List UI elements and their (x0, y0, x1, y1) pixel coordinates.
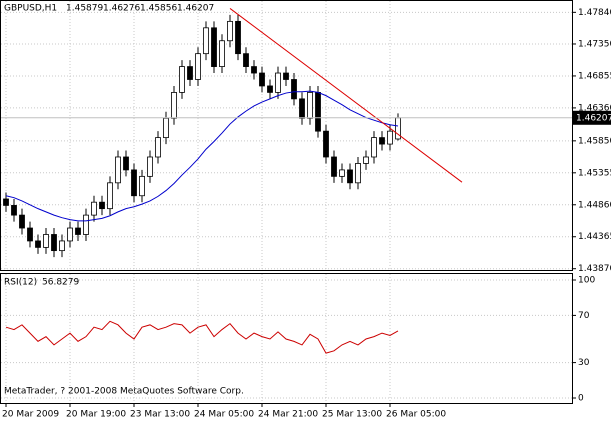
candle-body (235, 20, 241, 55)
candle-body (299, 98, 305, 119)
current-price-box (573, 110, 611, 125)
candle-body (163, 117, 169, 139)
candle-body (75, 227, 81, 235)
candle-body (355, 163, 361, 184)
candle-body (91, 201, 97, 216)
x-tick-label: 24 Mar 05:00 (194, 410, 254, 420)
y-tick-label: 0 (578, 394, 584, 404)
candle-body (27, 227, 33, 242)
candle-body (179, 66, 185, 93)
candle-body (251, 66, 257, 74)
y-tick-label: 30 (578, 358, 590, 368)
candle-body (203, 27, 209, 55)
candle-body (259, 72, 265, 87)
candle-body (219, 40, 225, 67)
current-price-label: 1.46207 (576, 113, 611, 123)
y-tick-label: 100 (578, 276, 595, 286)
candle-body (123, 156, 129, 171)
ohlc-low: 1.45856 (140, 4, 177, 14)
candle-body (323, 130, 329, 158)
x-tick-label: 20 Mar 2009 (2, 410, 59, 420)
ohlc-high: 1.46276 (103, 4, 140, 14)
candle-body (107, 182, 113, 210)
y-tick-label: 1.47840 (578, 8, 611, 18)
candle-body (67, 227, 73, 242)
y-tick-label: 1.45850 (578, 136, 611, 146)
candle-body (363, 156, 369, 164)
y-tick-label: 1.46855 (578, 71, 611, 81)
candle-body (115, 156, 121, 184)
candle-body (387, 130, 393, 145)
y-tick-label: 1.46360 (578, 103, 611, 113)
candle-body (35, 240, 41, 248)
candle-body (275, 72, 281, 93)
x-tick-label: 20 Mar 19:00 (66, 410, 126, 420)
candle-body (11, 205, 17, 216)
price-panel (0, 0, 573, 271)
candle-body (211, 27, 217, 67)
candle-body (243, 53, 249, 67)
x-tick-label: 26 Mar 05:00 (386, 410, 446, 420)
candle-body (347, 169, 353, 184)
ohlc-open: 1.45879 (66, 4, 103, 14)
trendline (229, 8, 463, 183)
candle-body (43, 234, 49, 248)
y-tick-label: 1.47350 (578, 39, 611, 49)
moving-average (5, 90, 399, 222)
candle-body (155, 137, 161, 158)
x-tick-label: 25 Mar 13:00 (322, 410, 382, 420)
candle-body (331, 156, 337, 177)
y-tick-label: 1.44860 (578, 200, 611, 210)
candle-body (3, 198, 9, 206)
y-tick-label: 1.44365 (578, 232, 611, 242)
candle-body (83, 214, 89, 235)
candle-body (171, 92, 177, 119)
rsi-name: RSI(12) (4, 278, 37, 288)
rsi-line (5, 320, 399, 354)
candle-body (131, 169, 137, 197)
footer: MetaTrader, ? 2001-2008 MetaQuotes Softw… (4, 387, 244, 397)
candle-body (227, 20, 233, 42)
candle-body (19, 214, 25, 229)
candle-body (195, 53, 201, 80)
candle-body (147, 156, 153, 177)
candle-body (307, 92, 313, 119)
candle-body (267, 85, 273, 93)
candle-body (283, 72, 289, 80)
candle-body (291, 79, 297, 100)
candle-body (99, 201, 105, 210)
candle-body (59, 240, 65, 252)
candle-body (139, 175, 145, 197)
rsi-value: 56.8279 (42, 278, 79, 288)
symbol: GBPUSD,H1 (4, 4, 57, 14)
candle-body (339, 169, 345, 177)
candle-body (51, 234, 57, 252)
rsi-panel (0, 273, 573, 404)
y-tick-label: 1.43870 (578, 264, 611, 274)
ohlc-close: 1.46207 (177, 4, 214, 14)
candle-body (315, 92, 321, 132)
candle-body (371, 137, 377, 158)
candle-body (379, 137, 385, 145)
y-tick-label: 1.45355 (578, 168, 611, 178)
x-tick-label: 23 Mar 13:00 (130, 410, 190, 420)
y-tick-label: 70 (578, 311, 590, 321)
candle-body (187, 66, 193, 80)
x-tick-label: 24 Mar 21:00 (258, 410, 318, 420)
